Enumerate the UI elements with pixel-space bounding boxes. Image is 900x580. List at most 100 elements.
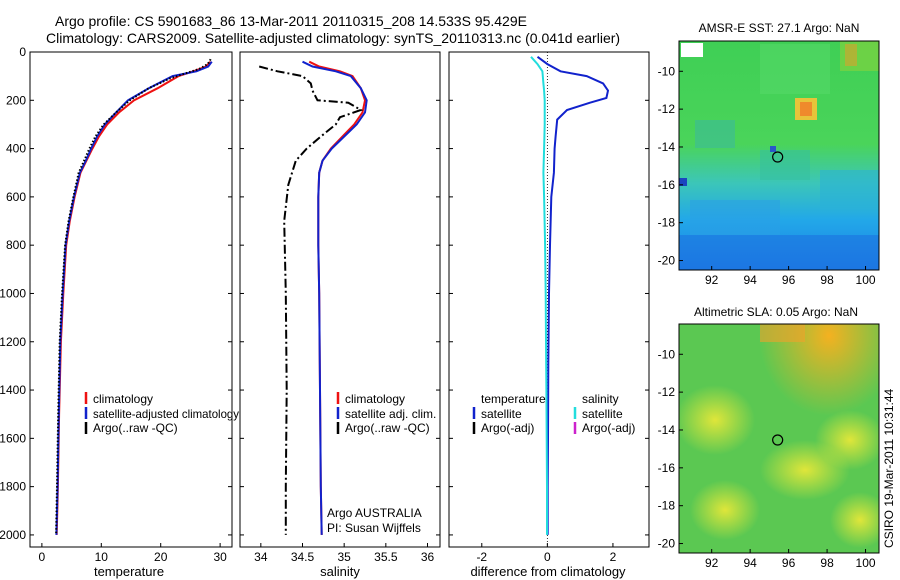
- sst-patch: [760, 150, 810, 180]
- y-tick-label: 1400: [0, 383, 26, 397]
- legend-label-satellite: satellite adj. clim.: [345, 407, 436, 421]
- sst-patch: [695, 120, 735, 148]
- sst-heatmap: [679, 41, 879, 270]
- argo-position-marker: [772, 151, 784, 163]
- temperature-x-ticks: 0 10 20 30: [39, 543, 227, 564]
- temperature-legend: climatology satellite-adjusted climatolo…: [84, 392, 239, 435]
- profile-line: [55, 61, 213, 535]
- profile-line: [258, 65, 364, 535]
- legend-title-salinity: salinity: [582, 392, 619, 406]
- sst-patch: [820, 170, 879, 210]
- profile-line: [302, 60, 368, 535]
- x-tick-label: 10: [95, 550, 109, 564]
- argo-program-label: Argo AUSTRALIA: [327, 506, 422, 520]
- y-tick-label: 2000: [0, 528, 26, 542]
- y-tick-label: -14: [658, 423, 676, 437]
- y-tick-label: -16: [658, 461, 676, 475]
- profile-line: [308, 60, 367, 535]
- sst-map-title: AMSR-E SST: 27.1 Argo: NaN: [699, 21, 860, 35]
- y-tick-label: -12: [658, 385, 676, 399]
- x-tick-label: 100: [856, 556, 876, 570]
- x-tick-label: 94: [743, 556, 757, 570]
- sst-map-panel: AMSR-E SST: 27.1 Argo: NaN 92 94 96 98 100 -…: [658, 21, 880, 287]
- sla-patch: [830, 492, 879, 548]
- temperature-axes-frame: [29, 51, 233, 548]
- sst-warm-spot: [800, 102, 812, 116]
- profile-line: [55, 61, 212, 535]
- sst-cold-pixel: [679, 178, 687, 186]
- argo-pi-label: PI: Susan Wijffels: [327, 521, 421, 535]
- y-tick-label: 0: [19, 45, 26, 59]
- y-tick-label: 1200: [0, 335, 26, 349]
- sla-patch: [815, 410, 879, 470]
- x-tick-label: 98: [820, 556, 834, 570]
- x-tick-label: 20: [154, 550, 168, 564]
- y-tick-label: -12: [658, 102, 676, 116]
- sst-patch: [690, 200, 780, 235]
- sla-map-panel: Altimetric SLA: 0.05 Argo: NaN 92 94 96 98 1…: [658, 305, 880, 570]
- x-tick-label: 36: [421, 550, 435, 564]
- temperature-profiles: [55, 58, 213, 535]
- x-tick-label: 35: [337, 550, 351, 564]
- legend-label-sal-satellite: satellite: [582, 407, 623, 421]
- salinity-panel: 34 34.5 35 35.5 36 salinity climatology sate…: [239, 51, 441, 579]
- x-tick-label: 96: [782, 273, 796, 287]
- sst-patch: [679, 235, 879, 270]
- argo-position-marker: [772, 434, 784, 446]
- x-tick-label: 2: [610, 550, 617, 564]
- csiro-timestamp: CSIRO 19-Mar-2011 10:31:44: [882, 388, 896, 548]
- legend-label-argo: Argo(..raw -QC): [345, 421, 430, 435]
- salinity-axis-label: salinity: [320, 564, 360, 579]
- sst-longitude-ticks: 92 94 96 98 100: [705, 266, 876, 287]
- x-tick-label: 34.5: [291, 550, 315, 564]
- x-tick-label: 96: [782, 556, 796, 570]
- figure-title-line1: Argo profile: CS 5901683_86 13-Mar-2011 …: [55, 13, 527, 29]
- x-tick-label: 98: [820, 273, 834, 287]
- figure-title-line2: Climatology: CARS2009. Satellite-adjuste…: [46, 30, 620, 46]
- sla-orange-core: [760, 324, 805, 342]
- difference-axis-label: difference from climatology: [470, 564, 626, 579]
- y-tick-label: -10: [658, 64, 676, 78]
- sla-map-title: Altimetric SLA: 0.05 Argo: NaN: [694, 305, 858, 319]
- sla-longitude-ticks: 92 94 96 98 100: [705, 549, 876, 570]
- y-tick-label: -20: [658, 254, 676, 268]
- difference-x-ticks: -2 0 2: [476, 543, 617, 564]
- difference-legend: temperature satellite Argo(-adj) salinit…: [472, 392, 635, 435]
- x-tick-label: 35.5: [374, 550, 398, 564]
- sla-field-texture: [679, 385, 879, 548]
- y-tick-label: 1600: [0, 431, 26, 445]
- sst-cold-pixel: [770, 146, 776, 152]
- salinity-legend: climatology satellite adj. clim. Argo(..…: [336, 392, 436, 435]
- difference-profiles: [530, 55, 610, 535]
- sst-patch: [845, 44, 857, 66]
- sst-field-texture: [679, 41, 879, 270]
- legend-label-temp-argo: Argo(-adj): [481, 421, 534, 435]
- legend-label-temp-satellite: satellite: [481, 407, 522, 421]
- legend-label-climatology: climatology: [345, 392, 405, 406]
- y-tick-label: 200: [6, 93, 26, 107]
- x-tick-label: 100: [856, 273, 876, 287]
- legend-label-sal-argo: Argo(-adj): [582, 421, 635, 435]
- sst-latitude-ticks: -10 -12 -14 -16 -18 -20: [658, 64, 683, 268]
- x-tick-label: 92: [705, 556, 719, 570]
- sla-patch: [690, 480, 760, 540]
- y-tick-label: -18: [658, 499, 676, 513]
- x-tick-label: 0: [39, 550, 46, 564]
- sst-nodata-patch: [681, 43, 703, 57]
- legend-title-temperature: temperature: [481, 392, 546, 406]
- x-tick-label: 0: [544, 550, 551, 564]
- y-tick-label: 1000: [0, 286, 26, 300]
- x-tick-label: 30: [213, 550, 227, 564]
- sla-patch: [679, 385, 755, 455]
- legend-label-satellite: satellite-adjusted climatology: [93, 407, 239, 421]
- x-tick-label: -2: [476, 550, 487, 564]
- difference-y-tick-marks: [449, 51, 649, 536]
- sla-heatmap: [679, 324, 879, 553]
- y-tick-label: -20: [658, 537, 676, 551]
- x-tick-label: 92: [705, 273, 719, 287]
- y-tick-label: -18: [658, 216, 676, 230]
- y-tick-label: -14: [658, 140, 676, 154]
- salinity-profiles: [258, 60, 368, 535]
- salinity-x-ticks: 34 34.5 35 35.5 36: [254, 543, 434, 564]
